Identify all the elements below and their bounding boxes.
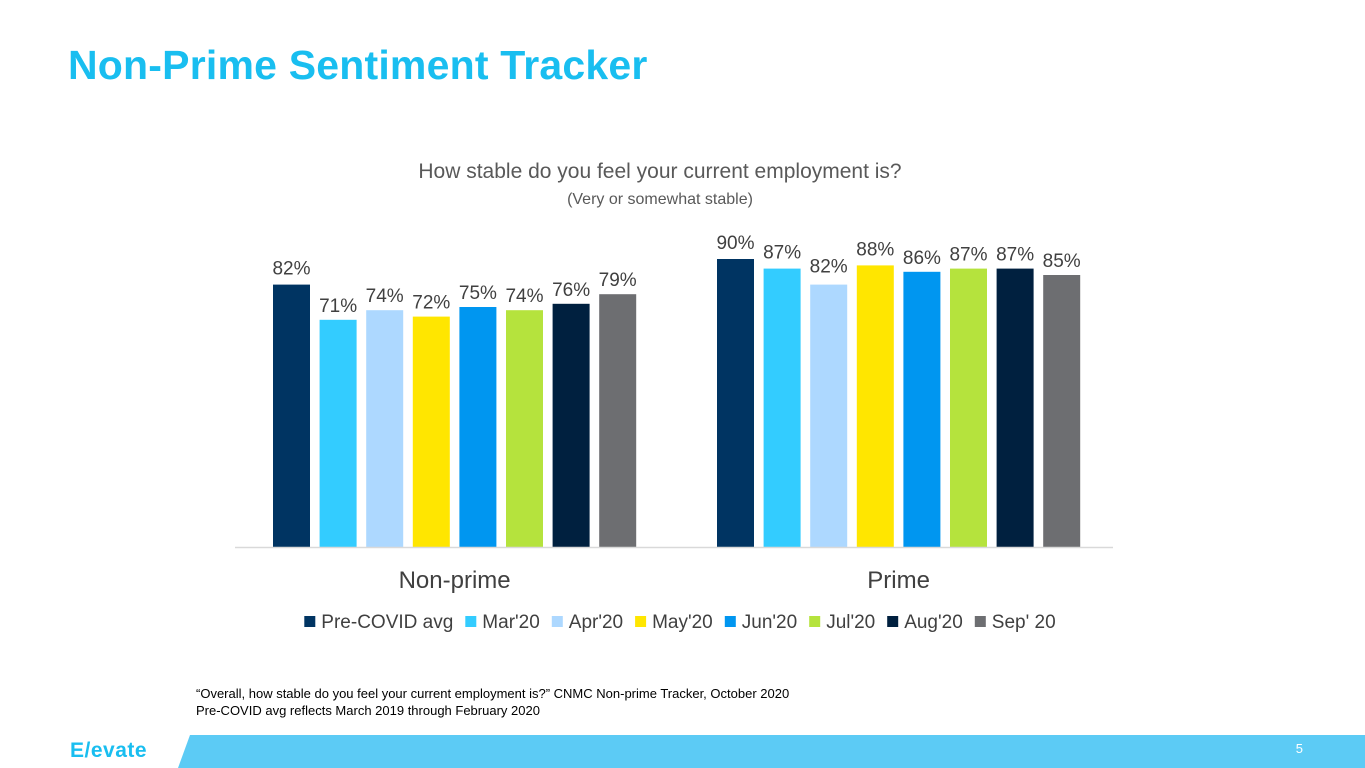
bar-1-0 <box>717 259 754 547</box>
legend-swatch-6 <box>887 616 899 627</box>
footnote: “Overall, how stable do you feel your cu… <box>196 685 789 719</box>
value-label-1-2: 82% <box>810 257 848 278</box>
legend-swatch-4 <box>724 616 736 627</box>
value-labels-group: 82% 71% 74% 72% 75% 74% 76% 79% 90% 87% 82% 88% 86% 8… <box>272 233 1080 317</box>
value-label-1-5: 87% <box>949 245 987 266</box>
bars-group <box>273 259 1081 547</box>
legend-item-6: Aug'20 <box>887 612 963 633</box>
legend-swatch-5 <box>809 616 821 627</box>
bar-0-2 <box>366 310 404 547</box>
legend-label-3: May'20 <box>652 612 713 633</box>
legend-label-5: Jul'20 <box>826 612 875 633</box>
legend-item-3: May'20 <box>635 612 713 633</box>
footnote-line-1: “Overall, how stable do you feel your cu… <box>196 686 790 701</box>
category-label-1: Prime <box>867 567 930 594</box>
bar-0-7 <box>599 294 637 547</box>
bar-1-1 <box>763 268 801 547</box>
legend-label-4: Jun'20 <box>742 612 797 633</box>
bar-1-5 <box>950 268 987 547</box>
legend-swatch-2 <box>551 616 563 627</box>
value-label-0-5: 74% <box>505 286 543 307</box>
legend-label-0: Pre-COVID avg <box>321 612 453 633</box>
legend-item-0: Pre-COVID avg <box>304 612 453 633</box>
value-label-1-4: 86% <box>903 248 941 269</box>
legend-swatch-3 <box>635 616 647 627</box>
page-title: Non-Prime Sentiment Tracker <box>68 42 648 88</box>
value-label-0-4: 75% <box>459 283 497 304</box>
bar-0-6 <box>552 303 590 547</box>
footer-bar-shape <box>178 735 1365 768</box>
value-label-0-1: 71% <box>319 296 357 317</box>
legend: Pre-COVID avg Mar'20 Apr'20 May'20 Jun'20 Jul… <box>304 612 1056 633</box>
legend-label-2: Apr'20 <box>569 612 623 633</box>
value-label-0-3: 72% <box>412 293 450 314</box>
value-label-1-1: 87% <box>763 243 801 264</box>
value-label-0-6: 76% <box>552 280 590 301</box>
bar-1-4 <box>903 271 941 547</box>
legend-swatch-7 <box>974 616 986 627</box>
legend-item-7: Sep' 20 <box>974 612 1056 633</box>
page-number: 5 <box>1295 741 1303 756</box>
value-label-1-7: 85% <box>1043 251 1081 272</box>
bar-0-5 <box>506 310 543 547</box>
chart-title: How stable do you feel your current empl… <box>418 160 901 183</box>
legend-label-1: Mar'20 <box>482 612 539 633</box>
bar-1-3 <box>856 265 894 547</box>
value-label-0-0: 82% <box>272 259 310 280</box>
footer-bar <box>178 735 1365 768</box>
footnote-line-2: Pre-COVID avg reflects March 2019 throug… <box>196 703 540 718</box>
bar-1-2 <box>810 284 848 547</box>
legend-swatch-1 <box>465 616 477 627</box>
value-label-0-2: 74% <box>366 286 404 307</box>
legend-label-6: Aug'20 <box>904 612 963 633</box>
category-label-0: Non-prime <box>399 567 511 594</box>
chart-subtitle: (Very or somewhat stable) <box>567 191 753 208</box>
legend-item-2: Apr'20 <box>551 612 623 633</box>
value-label-1-6: 87% <box>996 245 1034 266</box>
value-label-1-0: 90% <box>716 233 754 254</box>
bar-1-7 <box>1043 275 1081 547</box>
bar-1-6 <box>996 268 1034 547</box>
bar-0-0 <box>273 284 310 547</box>
value-label-1-3: 88% <box>856 239 894 260</box>
category-labels-group: Non-prime Prime <box>399 567 930 594</box>
bar-chart: How stable do you feel your current empl… <box>235 160 1113 633</box>
elevate-logo: E/evate <box>70 739 148 762</box>
bar-0-4 <box>459 307 497 547</box>
legend-item-5: Jul'20 <box>809 612 875 633</box>
legend-label-7: Sep' 20 <box>992 612 1056 633</box>
bar-0-3 <box>412 316 450 547</box>
legend-item-1: Mar'20 <box>465 612 540 633</box>
legend-item-4: Jun'20 <box>724 612 797 633</box>
legend-swatch-0 <box>304 616 316 627</box>
bar-0-1 <box>319 319 357 547</box>
value-label-0-7: 79% <box>599 270 637 291</box>
